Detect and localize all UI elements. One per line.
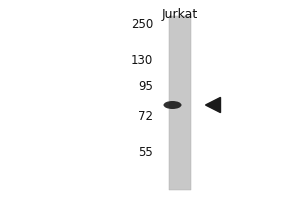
Text: 95: 95 [138, 80, 153, 92]
Text: 55: 55 [138, 146, 153, 158]
Text: 130: 130 [131, 53, 153, 66]
Text: Jurkat: Jurkat [162, 8, 198, 21]
Text: 72: 72 [138, 110, 153, 122]
Ellipse shape [164, 101, 181, 109]
Text: 250: 250 [131, 18, 153, 30]
Bar [169, 16, 190, 190]
Polygon shape [206, 97, 220, 113]
